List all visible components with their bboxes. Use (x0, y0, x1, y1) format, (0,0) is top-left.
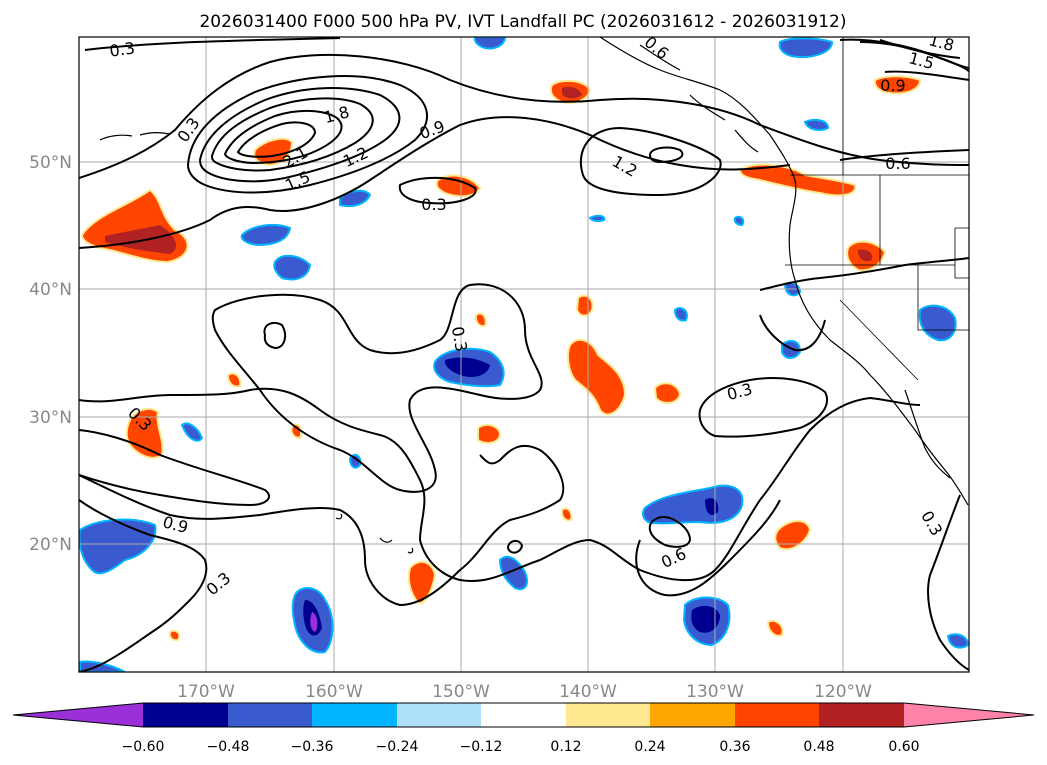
colorbar-tick-label: 0.48 (803, 739, 834, 755)
lat-label: 20°N (29, 535, 72, 555)
colorbar-tick-label: −0.36 (291, 739, 334, 755)
colorbar-segment (735, 703, 819, 727)
colorbar-tick-label: 0.24 (634, 739, 665, 755)
latitude-labels: 50°N 40°N 30°N 20°N (29, 153, 72, 555)
colorbar-segment (650, 703, 735, 727)
colorbar-segment (312, 703, 397, 727)
colorbar-extend-max (904, 703, 1034, 727)
colorbar: −0.60 −0.48 −0.36 −0.24 −0.12 0.12 0.24 … (12, 702, 1035, 755)
lat-label: 50°N (29, 153, 72, 173)
longitude-labels: 170°W 160°W 150°W 140°W 130°W 120°W (177, 682, 872, 702)
contour-label: 0.3 (448, 325, 471, 353)
contour-label: 0.3 (421, 195, 446, 214)
colorbar-tick-label: 0.60 (888, 739, 919, 755)
colorbar-segment (819, 703, 904, 727)
lon-label: 130°W (686, 682, 744, 702)
positive-ivt-region (80, 75, 922, 642)
lat-label: 40°N (29, 280, 72, 300)
figure-title: 2026031400 F000 500 hPa PV, IVT Landfall… (199, 12, 846, 32)
map-panel: 0.3 0.3 0.3 1.8 2.1 1.5 1.2 0.9 1.2 0.6 … (78, 36, 970, 673)
coastlines (99, 37, 969, 554)
lon-label: 120°W (814, 682, 872, 702)
colorbar-tick-label: −0.24 (376, 739, 419, 755)
colorbar-tick-label: 0.36 (719, 739, 750, 755)
colorbar-tick-label: 0.12 (550, 739, 581, 755)
negative-ivt-region (79, 37, 969, 672)
colorbar-segment (228, 703, 312, 727)
contour-label: 0.6 (885, 154, 910, 173)
colorbar-segment (481, 703, 566, 727)
lon-label: 170°W (177, 682, 235, 702)
lon-label: 140°W (559, 682, 617, 702)
ivt-shading (79, 37, 969, 672)
colorbar-extend-min (13, 703, 143, 727)
lat-label: 30°N (29, 408, 72, 428)
colorbar-tick-label: −0.12 (460, 739, 503, 755)
contour-label: 0.9 (880, 76, 905, 95)
colorbar-segment (143, 703, 228, 727)
colorbar-tick-label: −0.48 (207, 739, 250, 755)
contour-label: 0.3 (108, 38, 136, 60)
lon-label: 150°W (432, 682, 490, 702)
map-frame (78, 36, 970, 673)
colorbar-segment (397, 703, 481, 727)
colorbar-segment (566, 703, 650, 727)
pv-contours (79, 37, 969, 672)
state-borders (785, 37, 969, 381)
lon-label: 160°W (305, 682, 363, 702)
colorbar-tick-label: −0.60 (122, 739, 165, 755)
